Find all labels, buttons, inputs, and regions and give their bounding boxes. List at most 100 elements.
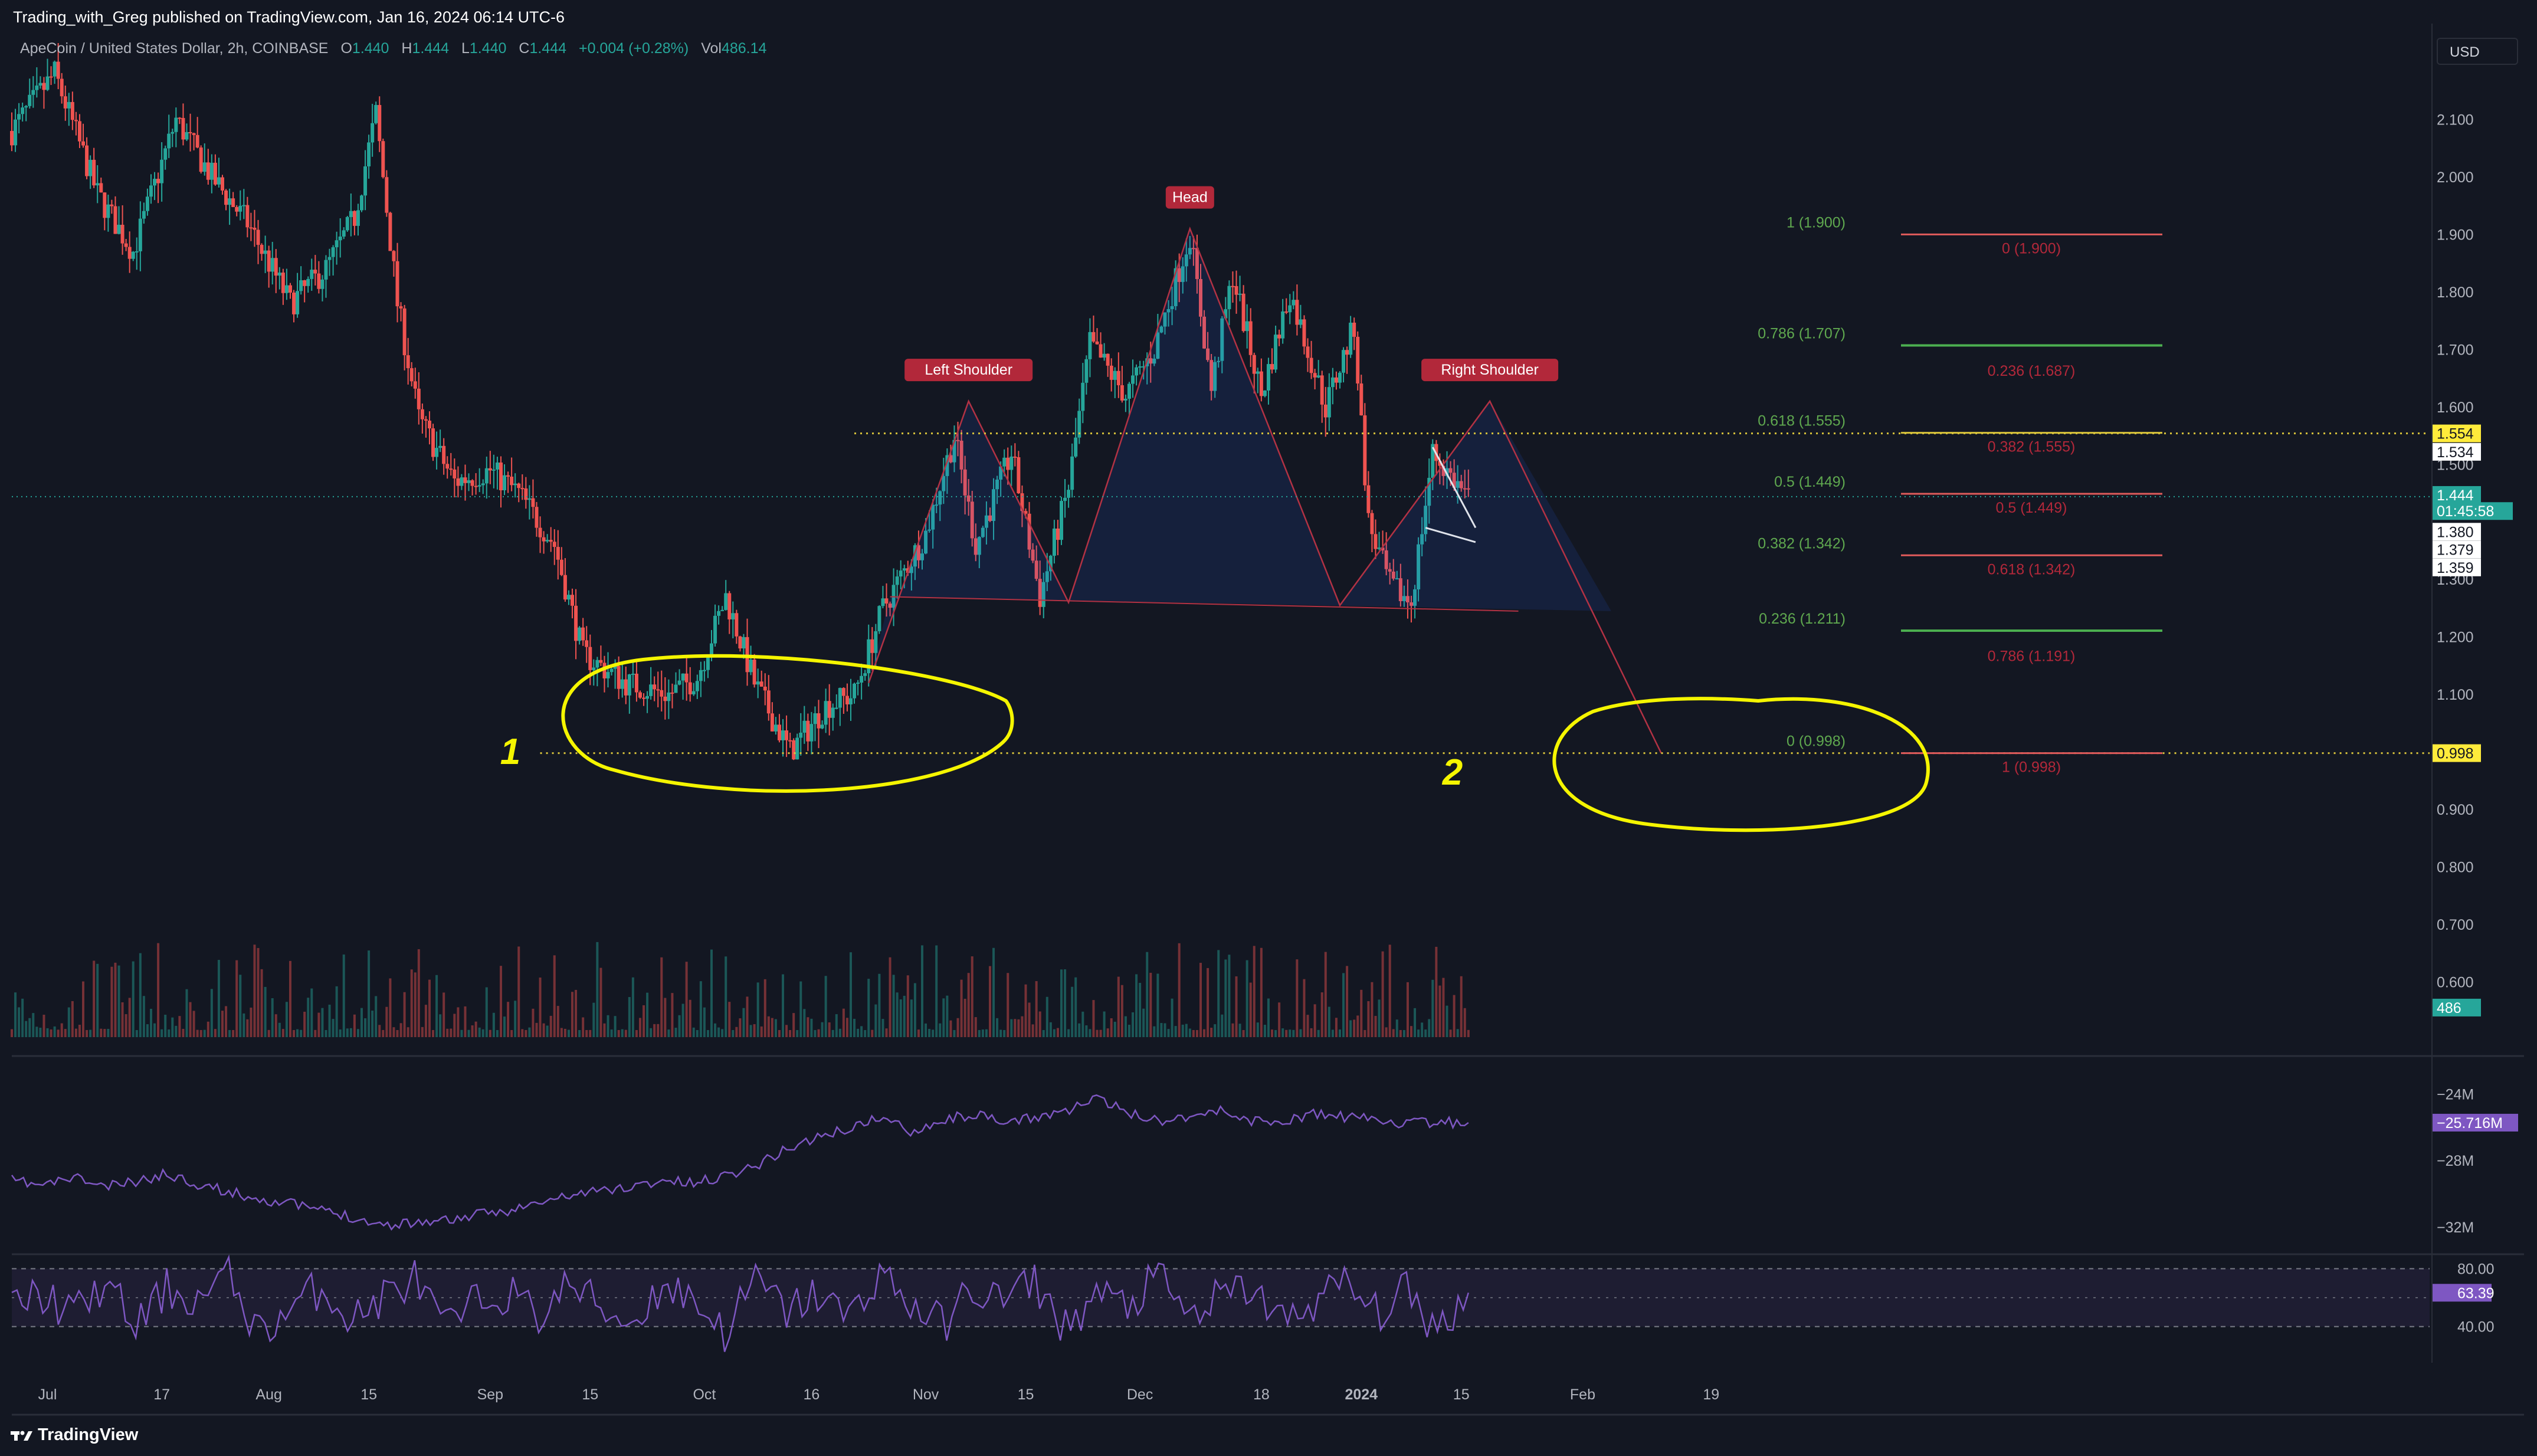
- volume-bar: [906, 975, 909, 1037]
- pattern-neckline: [890, 596, 1519, 612]
- candle-body: [221, 177, 225, 191]
- volume-bar: [124, 1014, 127, 1037]
- volume-bar: [121, 1002, 124, 1037]
- volume-bar: [492, 1012, 495, 1037]
- volume-bar: [53, 1026, 56, 1037]
- currency-button[interactable]: USD: [2437, 38, 2518, 65]
- volume-bar: [857, 1028, 860, 1037]
- volume-bar: [1042, 1030, 1045, 1037]
- candle-body: [1127, 383, 1131, 399]
- candle-body: [1142, 366, 1146, 368]
- candle-body: [1349, 322, 1353, 355]
- fib-level-label: 0.5 (1.449): [1774, 474, 1846, 490]
- candle-body: [63, 96, 67, 109]
- candle-body: [92, 159, 96, 186]
- volume-bar: [828, 1022, 831, 1037]
- candle-body: [506, 475, 510, 477]
- candle-body: [160, 159, 164, 183]
- volume-bar: [1096, 1029, 1099, 1037]
- volume-bar: [657, 1024, 660, 1037]
- volume-bar: [1106, 1028, 1109, 1037]
- volume-bar: [324, 1029, 327, 1037]
- fib-level-label: 0.786 (1.707): [1758, 326, 1846, 342]
- candle-body: [602, 663, 607, 678]
- candle-body: [206, 162, 210, 180]
- volume-bar: [860, 1026, 863, 1037]
- volume-bar: [485, 987, 488, 1037]
- candle-body: [606, 672, 610, 678]
- volume-bar: [253, 945, 256, 1037]
- volume-bar: [785, 1025, 788, 1037]
- volume-bar: [189, 1002, 192, 1037]
- candle-body: [145, 196, 149, 211]
- volume-bar: [638, 1018, 641, 1037]
- candle-body: [706, 657, 710, 670]
- volume-bar: [1003, 1029, 1006, 1037]
- volume-bar: [460, 1029, 463, 1037]
- candle-body: [402, 308, 407, 356]
- volume-bar: [660, 957, 663, 1037]
- volume-bar: [1045, 996, 1048, 1037]
- candle-body: [578, 627, 582, 641]
- candle-body: [1342, 350, 1346, 373]
- candle-body: [520, 488, 525, 490]
- volume-bar: [760, 1026, 763, 1037]
- candle-body: [1116, 370, 1120, 385]
- volume-bar: [607, 1015, 609, 1037]
- candle-body: [292, 292, 296, 314]
- volume-bar: [67, 1007, 70, 1037]
- tradingview-logo[interactable]: TradingView: [11, 1425, 138, 1445]
- volume-bar: [1303, 979, 1306, 1037]
- volume-bar: [624, 1029, 627, 1037]
- volume-bar: [845, 1018, 848, 1037]
- volume-bar: [1281, 1028, 1284, 1037]
- candle-body: [1002, 457, 1007, 467]
- volume-bar: [264, 986, 267, 1037]
- candle-body: [681, 673, 685, 681]
- volume-bar: [356, 1029, 359, 1037]
- symbol-name[interactable]: ApeCoin / United States Dollar, 2h, COIN…: [20, 40, 329, 57]
- volume-bar: [1431, 979, 1434, 1037]
- volume-bar: [93, 960, 96, 1037]
- volume-bar: [714, 1023, 717, 1037]
- time-tick-label: 15: [1453, 1386, 1470, 1403]
- volume-bar: [810, 1018, 813, 1037]
- volume-bar: [974, 1017, 977, 1037]
- volume-bar: [382, 1029, 385, 1037]
- volume-bar: [257, 947, 260, 1037]
- volume-bar: [903, 995, 906, 1037]
- candle-body: [827, 701, 831, 718]
- volume-bar: [510, 1029, 513, 1037]
- candle-body: [545, 540, 549, 542]
- volume-bar: [567, 1029, 570, 1037]
- volume-bar: [871, 1029, 874, 1037]
- candle-body: [260, 245, 264, 254]
- candle-body: [1020, 493, 1024, 511]
- candle-body: [542, 537, 546, 542]
- fib-level-label: 0.786 (1.191): [1988, 648, 2076, 664]
- volume-bar: [621, 1029, 624, 1037]
- volume-bar: [360, 1008, 363, 1037]
- volume-bar: [756, 982, 759, 1037]
- volume-bar: [782, 974, 785, 1037]
- candle-body: [60, 78, 64, 97]
- volume-bar: [1064, 969, 1067, 1037]
- candle-body: [1013, 456, 1017, 458]
- candle-body: [649, 684, 653, 696]
- candle-body: [795, 737, 799, 760]
- volume-bar: [1349, 1020, 1352, 1037]
- candle-body: [1041, 582, 1045, 607]
- candle-body: [70, 101, 74, 120]
- pattern-label: Left Shoulder: [904, 359, 1033, 382]
- price-tick-label: 1.100: [2437, 687, 2474, 703]
- candle-body: [317, 273, 321, 289]
- candle-body: [199, 147, 203, 172]
- volume-bar: [146, 1024, 149, 1037]
- rsi-band-fill: [12, 1268, 2430, 1327]
- candle-body: [945, 455, 949, 476]
- candle-body: [1048, 556, 1053, 572]
- volume-bar: [710, 949, 713, 1037]
- volume-bar: [807, 1017, 809, 1037]
- candle-body: [1398, 578, 1402, 601]
